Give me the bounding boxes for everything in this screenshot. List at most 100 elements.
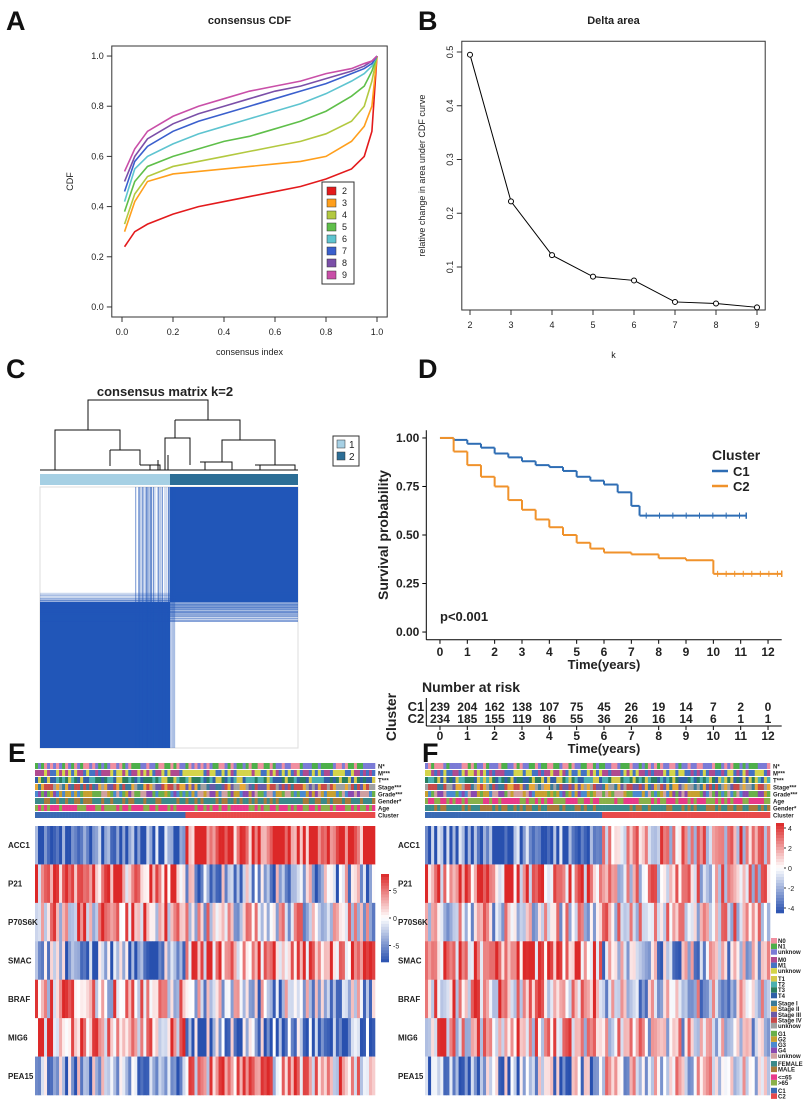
heatmap-cell bbox=[644, 1018, 649, 1057]
heatmap-cell bbox=[724, 1056, 728, 1096]
y-axis-label: CDF bbox=[65, 172, 75, 191]
heatmap-cell bbox=[272, 1018, 277, 1057]
heatmap-cell bbox=[672, 1018, 676, 1057]
risk-x-tick-label: 10 bbox=[707, 729, 721, 743]
annotation-cell bbox=[308, 777, 313, 783]
heatmap-cell bbox=[623, 864, 627, 904]
heatmap-cell bbox=[170, 864, 174, 904]
annotation-cell bbox=[492, 763, 496, 769]
heatmap-cell bbox=[185, 979, 189, 1019]
annotation-cell bbox=[693, 812, 698, 818]
annotation-cell bbox=[65, 784, 69, 790]
heatmap-cell bbox=[495, 1056, 499, 1096]
annotation-cell bbox=[730, 805, 734, 811]
legend-label: FEMALE bbox=[778, 1062, 803, 1068]
annotation-cell bbox=[101, 812, 105, 818]
annotation-cell bbox=[71, 805, 75, 811]
annotation-cell bbox=[595, 812, 600, 818]
annotation-cell bbox=[574, 805, 578, 811]
annotation-cell bbox=[479, 770, 484, 776]
heatmap-cell bbox=[104, 1018, 108, 1057]
heatmap-cell bbox=[224, 979, 228, 1019]
annotation-cell bbox=[660, 798, 664, 804]
annotation-cell bbox=[215, 777, 219, 783]
annotation-cell bbox=[644, 763, 649, 769]
heatmap-cell bbox=[152, 1018, 156, 1057]
heatmap-cell bbox=[77, 1018, 81, 1057]
annotation-cell bbox=[690, 791, 694, 797]
heatmap-cell bbox=[614, 941, 618, 981]
heatmap-cell bbox=[344, 1056, 349, 1096]
annotation-cell bbox=[344, 763, 349, 769]
annotation-cell bbox=[89, 777, 93, 783]
heatmap-cell bbox=[547, 1018, 551, 1057]
heatmap-cell bbox=[449, 902, 453, 942]
heatmap-cell bbox=[113, 1018, 117, 1057]
annotation-cell bbox=[736, 784, 740, 790]
annotation-cell bbox=[483, 812, 487, 818]
heatmap-cell bbox=[137, 1018, 141, 1057]
annotation-cell bbox=[278, 791, 283, 797]
heatmap-cell bbox=[38, 864, 42, 904]
annotation-cell bbox=[359, 798, 364, 804]
heatmap-cell bbox=[353, 1056, 358, 1096]
y-tick-label: 0.00 bbox=[396, 625, 420, 639]
heatmap-cell bbox=[47, 902, 51, 942]
heatmap-cell bbox=[281, 826, 286, 865]
heatmap-cell bbox=[344, 941, 349, 981]
heatmap-cell bbox=[550, 1056, 554, 1096]
heatmap-cell bbox=[245, 1056, 249, 1096]
heatmap-cell bbox=[203, 1056, 207, 1096]
annotation-cell bbox=[681, 784, 685, 790]
heatmap-cell bbox=[440, 979, 444, 1019]
annotation-cell bbox=[179, 805, 183, 811]
annotation-cell bbox=[185, 812, 189, 818]
heatmap-cell bbox=[179, 1018, 183, 1057]
annotation-cell bbox=[751, 777, 756, 783]
annotation-cell bbox=[522, 784, 527, 790]
annotation-cell bbox=[617, 812, 621, 818]
annotation-cell bbox=[182, 791, 186, 797]
annotation-cell bbox=[553, 777, 557, 783]
annotation-cell bbox=[531, 770, 536, 776]
annotation-cell bbox=[113, 777, 117, 783]
annotation-cell bbox=[583, 777, 588, 783]
heatmap-cell bbox=[68, 864, 72, 904]
heatmap-cell bbox=[47, 1018, 51, 1057]
annotation-cell bbox=[525, 805, 530, 811]
annotation-cell bbox=[260, 770, 264, 776]
legend-label: Stage II bbox=[778, 1007, 800, 1013]
annotation-cell bbox=[353, 805, 358, 811]
annotation-cell bbox=[727, 812, 731, 818]
colorbar-step bbox=[776, 874, 784, 878]
heatmap-cell bbox=[293, 902, 298, 942]
annotation-cell bbox=[534, 763, 539, 769]
heatmap-cell bbox=[359, 941, 364, 981]
heatmap-cell bbox=[528, 902, 533, 942]
annotation-cell bbox=[191, 784, 195, 790]
annotation-cell bbox=[711, 784, 716, 790]
annotation-cell bbox=[299, 770, 304, 776]
annotation-cell bbox=[718, 812, 722, 818]
annotation-cell bbox=[537, 763, 542, 769]
heatmap-cell bbox=[137, 826, 141, 865]
heatmap-cell bbox=[353, 1018, 358, 1057]
annotation-cell bbox=[65, 805, 69, 811]
heatmap-cell bbox=[38, 1056, 42, 1096]
annotation-cell bbox=[547, 812, 551, 818]
annotation-cell bbox=[293, 812, 298, 818]
annotation-cell bbox=[203, 763, 207, 769]
heatmap-cell bbox=[702, 1018, 707, 1057]
colorbar-label: -2 bbox=[788, 886, 794, 893]
cdf-line bbox=[123, 55, 378, 248]
annotation-cell bbox=[248, 798, 252, 804]
annotation-cell bbox=[644, 784, 649, 790]
heatmap-cell bbox=[458, 864, 462, 904]
annotation-cell bbox=[254, 770, 258, 776]
heatmap-cell bbox=[173, 1056, 177, 1096]
heatmap-cell bbox=[350, 826, 355, 865]
annotation-cell bbox=[476, 777, 481, 783]
heatmap-cell bbox=[553, 941, 557, 981]
heatmap-cell bbox=[50, 1018, 54, 1057]
annotation-cell bbox=[449, 812, 453, 818]
